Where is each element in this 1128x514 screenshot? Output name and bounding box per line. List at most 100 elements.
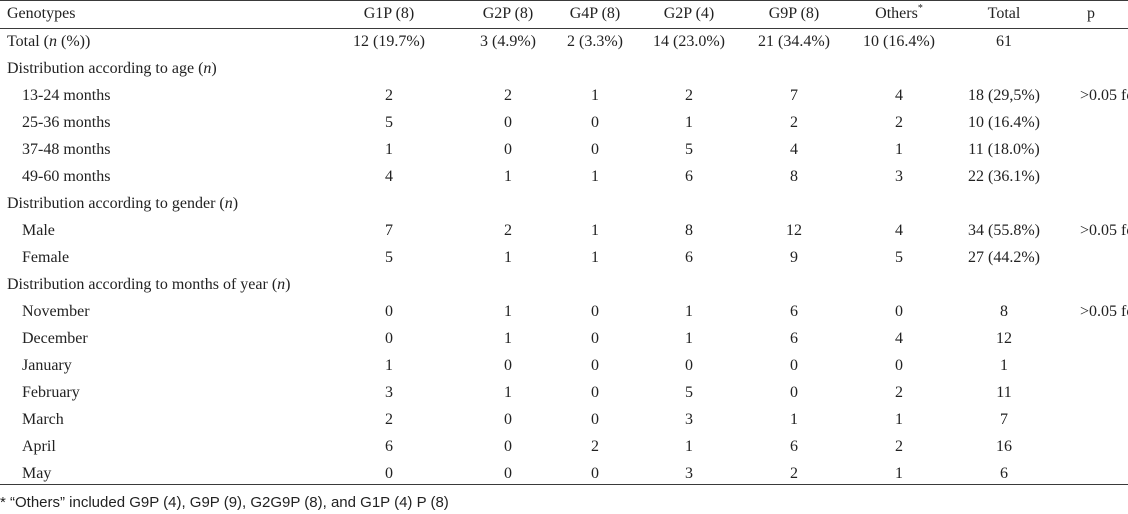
table-cell: 6 xyxy=(385,438,393,455)
table-cell: 1 xyxy=(385,141,393,158)
table-cell: 2 xyxy=(895,384,903,401)
table-cell: 1 xyxy=(591,168,599,185)
table-cell: 22 (36.1%) xyxy=(968,168,1040,185)
table-cell: 0 xyxy=(385,330,393,347)
table-cell: 1 xyxy=(895,465,903,482)
table-cell: 8 xyxy=(1000,303,1008,320)
table-cell: 2 xyxy=(895,438,903,455)
table-cell: 1 xyxy=(591,249,599,266)
table-cell: 3 xyxy=(895,168,903,185)
section-header-row: Distribution according to months of year… xyxy=(0,271,1128,298)
p-value-cell xyxy=(1054,433,1128,460)
row-label: 49-60 months xyxy=(22,168,111,185)
section-header-row: Distribution according to gender (n) xyxy=(0,190,1128,217)
p-value-cell: >0.05 for all xyxy=(1080,222,1128,239)
table-cell: 8 xyxy=(790,168,798,185)
table-cell: 7 xyxy=(1000,411,1008,428)
table-row: November 0 1 0 1 6 0 8 >0.05 for all xyxy=(0,298,1128,325)
table-cell xyxy=(1054,28,1128,55)
table-cell: 2 xyxy=(591,438,599,455)
row-label: May xyxy=(22,465,52,482)
table-header-rule xyxy=(0,28,1128,29)
row-label: Male xyxy=(22,222,55,239)
table-cell: 1 xyxy=(385,357,393,374)
table-cell: 1 xyxy=(504,168,512,185)
row-label: February xyxy=(22,384,80,401)
section-title-text: Distribution according to gender ( xyxy=(7,195,225,212)
table-cell: 4 xyxy=(895,222,903,239)
total-label-variable: n xyxy=(48,33,57,50)
table-cell: 0 xyxy=(790,384,798,401)
table-cell: 0 xyxy=(504,114,512,131)
total-row-label: Total (n (%)) xyxy=(0,28,318,55)
table-cell: 1 xyxy=(504,330,512,347)
table-cell: 0 xyxy=(385,303,393,320)
table-cell: 5 xyxy=(685,141,693,158)
table-cell: 0 xyxy=(591,357,599,374)
table-cell: 4 xyxy=(895,87,903,104)
section-header-row: Distribution according to age (n) xyxy=(0,55,1128,82)
table-cell: 5 xyxy=(685,384,693,401)
table-row: Male 7 2 1 8 12 4 34 (55.8%) >0.05 for a… xyxy=(0,217,1128,244)
table-cell: 0 xyxy=(591,411,599,428)
table-cell: 1 xyxy=(504,303,512,320)
table-cell: 6 xyxy=(790,330,798,347)
section-title-suffix: ) xyxy=(211,60,217,77)
table-cell: 1 xyxy=(895,411,903,428)
section-title-text: Distribution according to months of year… xyxy=(7,276,278,293)
others-footnote-mark: * xyxy=(917,2,923,14)
row-label: 13-24 months xyxy=(22,87,111,104)
table-cell: 27 (44.2%) xyxy=(968,249,1040,266)
table-cell: 7 xyxy=(790,87,798,104)
section-title-variable: n xyxy=(224,195,233,212)
total-label-suffix: (%)) xyxy=(56,33,91,50)
table-top-rule xyxy=(0,0,1128,1)
section-title-suffix: ) xyxy=(232,195,239,212)
table-cell: 3 (4.9%) xyxy=(480,33,536,50)
p-value-cell xyxy=(1054,109,1128,136)
table-cell: 1 xyxy=(591,87,599,104)
p-value-cell xyxy=(1054,352,1128,379)
genotype-distribution-table: Genotypes G1P (8) G2P (8) G4P (8) G2P (4… xyxy=(0,2,1128,487)
row-label: 37-48 months xyxy=(22,141,111,158)
table-cell: 1 xyxy=(685,330,693,347)
table-cell: 6 xyxy=(790,303,798,320)
table-row: 37-48 months 1 0 0 5 4 1 11 (18.0%) xyxy=(0,136,1128,163)
section-title-variable: n xyxy=(203,60,212,77)
table-cell: 0 xyxy=(591,141,599,158)
table-cell: 1 xyxy=(685,303,693,320)
p-value-cell xyxy=(1054,163,1128,190)
table-row: February 3 1 0 5 0 2 11 xyxy=(0,379,1128,406)
table-cell: 10 (16.4%) xyxy=(968,114,1040,131)
table-cell: 6 xyxy=(685,249,693,266)
table-cell: 7 xyxy=(385,222,393,239)
column-header-g1p-8: G1P (8) xyxy=(363,5,415,22)
section-title-gender: Distribution according to gender (n) xyxy=(0,190,1128,217)
table-cell: 9 xyxy=(790,249,798,266)
table-cell: 4 xyxy=(895,330,903,347)
table-cell: 1 xyxy=(685,438,693,455)
table-cell: 0 xyxy=(591,384,599,401)
table-cell: 11 xyxy=(996,384,1012,401)
table-cell: 0 xyxy=(504,465,512,482)
table-cell: 0 xyxy=(504,141,512,158)
table-cell: 3 xyxy=(685,411,693,428)
table-cell: 0 xyxy=(895,357,903,374)
total-label-text: Total ( xyxy=(7,33,49,50)
table-cell: 3 xyxy=(385,384,393,401)
table-cell: 0 xyxy=(591,465,599,482)
table-cell: 6 xyxy=(1000,465,1008,482)
table-cell: 12 xyxy=(996,330,1012,347)
table-cell: 1 xyxy=(504,384,512,401)
table-cell: 2 xyxy=(385,87,393,104)
table-cell: 1 xyxy=(895,141,903,158)
column-header-genotypes: Genotypes xyxy=(7,5,76,22)
table-cell: 4 xyxy=(385,168,393,185)
table-row: 49-60 months 4 1 1 6 8 3 22 (36.1%) xyxy=(0,163,1128,190)
section-title-age: Distribution according to age (n) xyxy=(0,55,1128,82)
table-cell: 1 xyxy=(685,114,693,131)
p-value-cell xyxy=(1054,460,1128,487)
table-cell: 0 xyxy=(685,357,693,374)
table-cell: 1 xyxy=(504,249,512,266)
table-cell: 10 (16.4%) xyxy=(863,33,935,50)
